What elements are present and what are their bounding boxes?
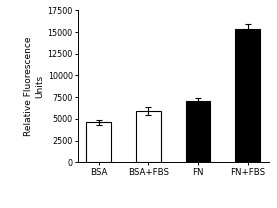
Bar xyxy=(136,111,161,162)
Bar xyxy=(86,122,111,162)
Bar xyxy=(186,101,210,162)
Bar xyxy=(235,30,260,162)
Y-axis label: Relative Fluorescence
Units: Relative Fluorescence Units xyxy=(24,37,45,136)
